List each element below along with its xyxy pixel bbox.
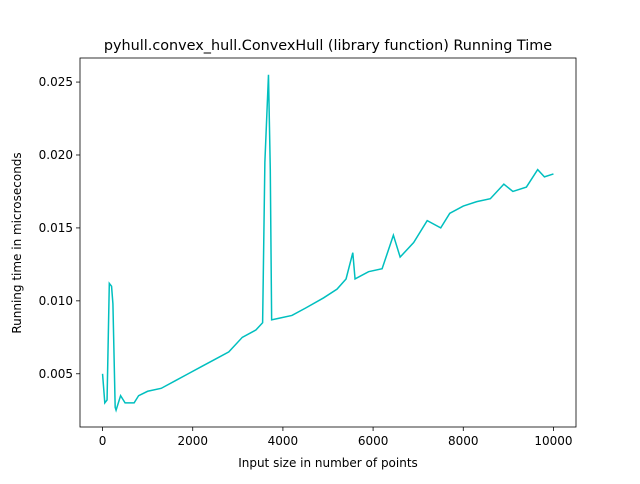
x-tick-label: 10000 <box>534 434 572 448</box>
x-tick-label: 4000 <box>268 434 299 448</box>
y-tick-label: 0.005 <box>39 367 73 381</box>
y-tick-label: 0.025 <box>39 75 73 89</box>
y-tick-label: 0.015 <box>39 221 73 235</box>
x-tick-label: 2000 <box>177 434 208 448</box>
y-tick-label: 0.020 <box>39 148 73 162</box>
y-tick-label: 0.010 <box>39 294 73 308</box>
y-axis-label: Running time in microseconds <box>10 152 24 333</box>
x-tick-label: 6000 <box>358 434 389 448</box>
chart-title: pyhull.convex_hull.ConvexHull (library f… <box>104 38 552 54</box>
x-axis-label: Input size in number of points <box>238 456 418 470</box>
x-tick-label: 8000 <box>448 434 479 448</box>
data-line <box>101 74 554 413</box>
plot-frame <box>79 57 577 428</box>
x-tick-label: 0 <box>99 434 107 448</box>
